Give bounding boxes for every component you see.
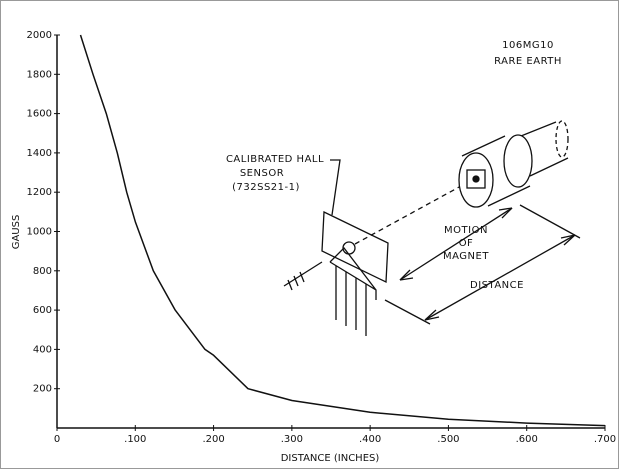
illustration (283, 120, 581, 336)
magnet-body (461, 135, 531, 207)
y-axis-label: GAUSS (11, 215, 22, 250)
y-tick-label: 400 (33, 344, 52, 355)
y-tick-label: 1000 (27, 227, 52, 238)
sensor-leads (329, 247, 377, 336)
arrow-heads (399, 207, 513, 281)
y-tick-label: 600 (33, 305, 52, 316)
shaft-end (555, 120, 569, 158)
y-tick-label: 800 (33, 266, 52, 277)
annotation: MOTION (444, 225, 488, 236)
magnet-center (472, 175, 480, 183)
annotation: (732SS21-1) (232, 182, 300, 193)
distance-arrow (424, 234, 576, 321)
annotation: MAGNET (443, 251, 489, 262)
y-tick-label: 1200 (27, 187, 52, 198)
annotation: DISTANCE (470, 280, 524, 291)
y-tick-label: 1800 (27, 69, 52, 80)
sensor-leader (330, 159, 341, 216)
x-tick-label: .700 (594, 434, 616, 445)
magnet-mark (466, 169, 486, 189)
x-tick-label: .600 (516, 434, 538, 445)
annotation: RARE EARTH (494, 56, 562, 67)
x-axis-label: DISTANCE (INCHES) (281, 453, 380, 464)
ground-leads (283, 261, 323, 291)
annotation: OF (459, 238, 474, 249)
x-tick-label: .300 (281, 434, 303, 445)
y-tick-label: 200 (33, 384, 52, 395)
y-tick-label: 2000 (27, 30, 52, 41)
magnet-shaft (515, 121, 569, 177)
annotation: CALIBRATED HALL (226, 154, 324, 165)
data-line (79, 34, 606, 427)
annotation: SENSOR (240, 168, 284, 179)
axis-dashed (354, 179, 473, 245)
y-tick-label: 1600 (27, 109, 52, 120)
annotation: 106MG10 (502, 40, 554, 51)
x-tick-label: .100 (124, 434, 146, 445)
x-tick-label: .500 (437, 434, 459, 445)
x-tick-label: .400 (359, 434, 381, 445)
magnet-back (503, 134, 533, 188)
x-tick-label: 0 (54, 434, 60, 445)
motion-arrow (399, 207, 513, 281)
y-tick-label: 1400 (27, 148, 52, 159)
x-tick-label: .200 (202, 434, 224, 445)
distance-extents (384, 204, 581, 325)
